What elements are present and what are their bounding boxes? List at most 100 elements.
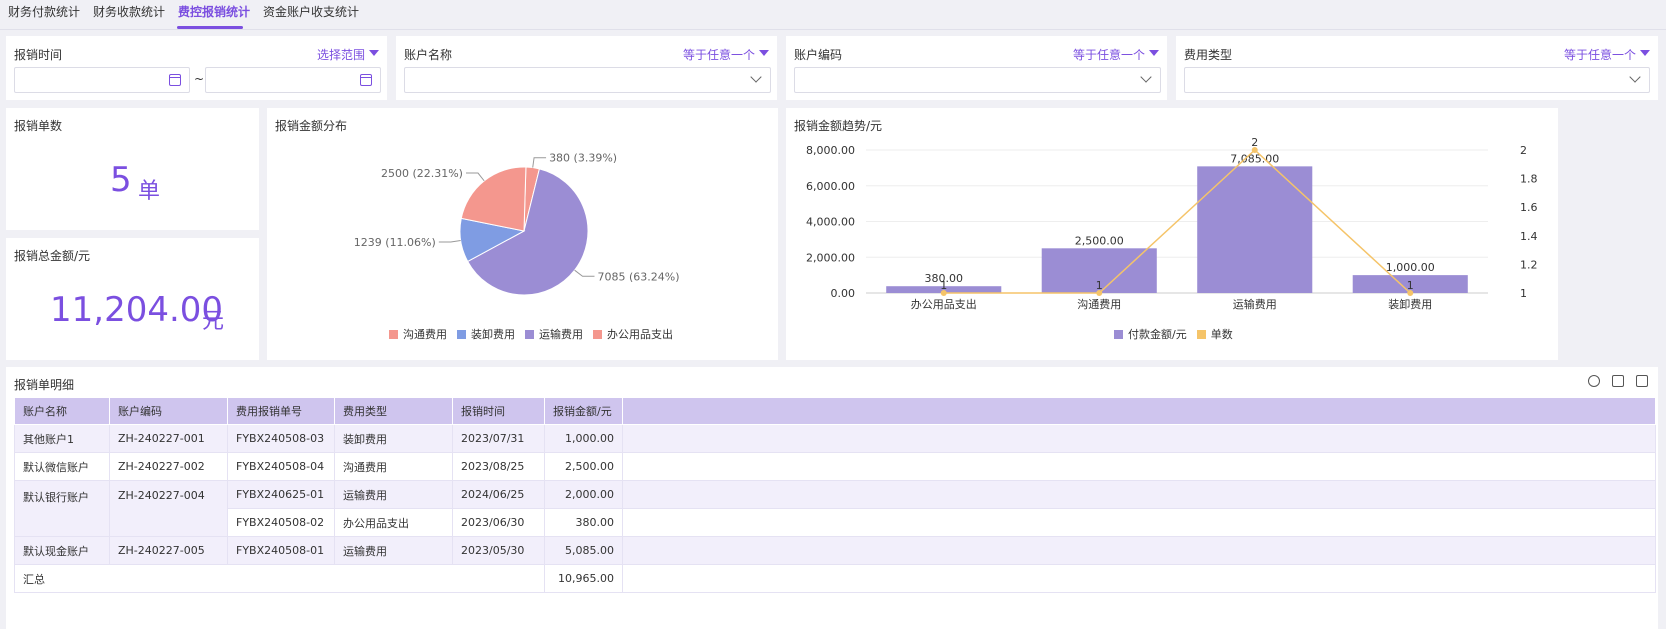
col-account-name[interactable]: 账户名称 <box>14 397 110 425</box>
legend-label: 运输费用 <box>539 328 583 341</box>
table-row[interactable]: FYBX240508-02 办公用品支出 2023/06/30 380.00 <box>15 508 1656 537</box>
filter-account-code-operator[interactable]: 等于任意一个 <box>1072 48 1145 62</box>
bar-legend-item-1[interactable]: 单数 <box>1196 326 1233 342</box>
filter-fee-type-operator[interactable]: 等于任意一个 <box>1563 48 1636 62</box>
account-name-select[interactable] <box>404 67 771 93</box>
col-expense-no[interactable]: 费用报销单号 <box>227 397 335 425</box>
y-right-tick-1: 1.2 <box>1520 258 1538 271</box>
table-row[interactable]: 默认微信账户 ZH-240227-002 FYBX240508-04 沟通费用 … <box>14 452 1656 481</box>
legend-swatch <box>389 329 398 339</box>
y-left-tick-2: 4,000.00 <box>806 216 855 229</box>
count-value: 5 <box>110 160 132 200</box>
legend-label: 装卸费用 <box>471 328 515 341</box>
cell-amount: 1,000.00 <box>544 424 623 453</box>
col-date[interactable]: 报销时间 <box>452 397 545 425</box>
chevron-down-icon[interactable] <box>1140 71 1152 83</box>
legend-swatch <box>525 329 534 339</box>
cell-date: 2024/06/25 <box>452 480 545 509</box>
legend-swatch <box>593 329 602 339</box>
legend-swatch <box>1114 329 1123 339</box>
table-toolbar <box>1588 375 1648 387</box>
col-filler <box>622 397 1656 425</box>
caret-down-icon[interactable] <box>1149 50 1159 56</box>
bar-legend-item-0[interactable]: 付款金额/元 <box>1114 326 1187 342</box>
detail-table-card: 报销单明细 账户名称 账户编码 费用报销单号 费用类型 报销时间 报销金额/元 … <box>6 367 1658 629</box>
x-tick-label-1: 沟通费用 <box>1077 298 1121 311</box>
pie-legend-item-2[interactable]: 运输费用 <box>525 326 583 342</box>
filter-fee-type-label: 费用类型 <box>1184 48 1233 62</box>
line-point-3 <box>1407 290 1414 296</box>
pie-legend-item-0[interactable]: 沟通费用 <box>389 326 447 342</box>
line-data-label-3: 1 <box>1407 279 1414 292</box>
table-row[interactable]: 默认现金账户 ZH-240227-005 FYBX240508-01 运输费用 … <box>14 536 1656 565</box>
line-data-label-2: 2 <box>1251 136 1258 149</box>
legend-label: 沟通费用 <box>403 328 447 341</box>
fullscreen-icon[interactable] <box>1636 375 1648 387</box>
tab-bar: 财务付款统计 财务收款统计 费控报销统计 资金账户收支统计 <box>0 0 1666 30</box>
bar-legend: 付款金额/元 单数 <box>1114 326 1233 342</box>
refresh-icon[interactable] <box>1588 375 1600 387</box>
tab-receipt-stats[interactable]: 财务收款统计 <box>93 5 166 19</box>
filter-account-name-operator[interactable]: 等于任意一个 <box>682 48 755 62</box>
legend-swatch <box>1196 329 1206 339</box>
col-account-code[interactable]: 账户编码 <box>109 397 228 425</box>
tab-fund-account-stats[interactable]: 资金账户收支统计 <box>263 5 360 19</box>
total-amount-unit: 元 <box>202 309 225 334</box>
cell-account-code: ZH-240227-002 <box>109 452 228 481</box>
table-row[interactable]: 其他账户1 ZH-240227-001 FYBX240508-03 装卸费用 2… <box>14 424 1656 453</box>
cell-amount: 2,000.00 <box>544 480 623 509</box>
filter-account-code-label: 账户编码 <box>794 48 843 62</box>
cell-account-name: 其他账户1 <box>14 424 110 453</box>
table-header-row: 账户名称 账户编码 费用报销单号 费用类型 报销时间 报销金额/元 <box>14 397 1656 425</box>
total-amount-value: 11,204.00 <box>50 290 224 330</box>
cell-expense-no: FYBX240508-03 <box>227 424 335 453</box>
pie-legend-item-3[interactable]: 办公用品支出 <box>593 326 673 342</box>
caret-down-icon[interactable] <box>1640 50 1650 56</box>
caret-down-icon[interactable] <box>759 50 769 56</box>
bar-3 <box>1352 275 1468 293</box>
pie-chart: 380 (3.39%) 7085 (63.24%) 1239 (11.06%) 250… <box>354 152 680 296</box>
chevron-down-icon[interactable] <box>750 71 762 83</box>
caret-down-icon[interactable] <box>369 50 379 56</box>
fee-type-select[interactable] <box>1184 67 1650 93</box>
cell-expense-no: FYBX240508-02 <box>227 508 335 537</box>
line-series-count <box>943 148 1411 294</box>
filter-time-operator[interactable]: 选择范围 <box>316 48 365 62</box>
tab-payment-stats[interactable]: 财务付款统计 <box>8 5 81 19</box>
pie-label-line-2 <box>438 239 461 243</box>
y-right-tick-4: 1.8 <box>1520 173 1538 186</box>
pie-legend-item-1[interactable]: 装卸费用 <box>457 326 515 342</box>
y-right-tick-3: 1.6 <box>1520 201 1538 214</box>
cell-fee-type: 运输费用 <box>334 536 453 565</box>
account-code-select[interactable] <box>794 67 1161 93</box>
summary-amount: 10,965.00 <box>544 564 623 593</box>
calendar-icon[interactable] <box>360 74 372 86</box>
start-date-input[interactable] <box>14 67 190 93</box>
tab-expense-stats[interactable]: 费控报销统计 <box>178 5 251 19</box>
col-amount[interactable]: 报销金额/元 <box>544 397 623 425</box>
col-fee-type[interactable]: 费用类型 <box>334 397 453 425</box>
cell-filler <box>622 536 1656 565</box>
table-row[interactable]: 默认银行账户 ZH-240227-004 FYBX240625-01 运输费用 … <box>14 480 1656 537</box>
pie-data-label-2: 1239 (11.06%) <box>354 236 436 249</box>
cell-filler <box>622 480 1656 509</box>
end-date-input[interactable] <box>205 67 381 93</box>
calendar-icon[interactable] <box>169 74 181 86</box>
bar-0 <box>886 286 1002 293</box>
total-amount-card: 报销总金额/元 11,204.00 元 <box>6 238 259 360</box>
filter-time: 报销时间 选择范围 ~ <box>6 36 387 100</box>
pie-data-label-1: 7085 (63.24%) <box>598 270 680 283</box>
cell-expense-no: FYBX240508-04 <box>227 452 335 481</box>
pie-label-line-0 <box>532 157 547 168</box>
y-left-tick-1: 2,000.00 <box>806 251 855 264</box>
pie-slice-1 <box>467 168 589 296</box>
line-data-label-0: 1 <box>940 279 947 292</box>
pie-data-label-3: 2500 (22.31%) <box>381 167 463 180</box>
chevron-down-icon[interactable] <box>1629 71 1641 83</box>
cell-filler <box>622 452 1656 481</box>
sort-icon[interactable] <box>1612 375 1624 387</box>
cell-amount: 2,500.00 <box>544 452 623 481</box>
bar-2 <box>1197 166 1313 293</box>
y-left-tick-4: 8,000.00 <box>806 144 855 157</box>
pie-legend: 沟通费用 装卸费用 运输费用 办公用品支出 <box>389 326 673 342</box>
